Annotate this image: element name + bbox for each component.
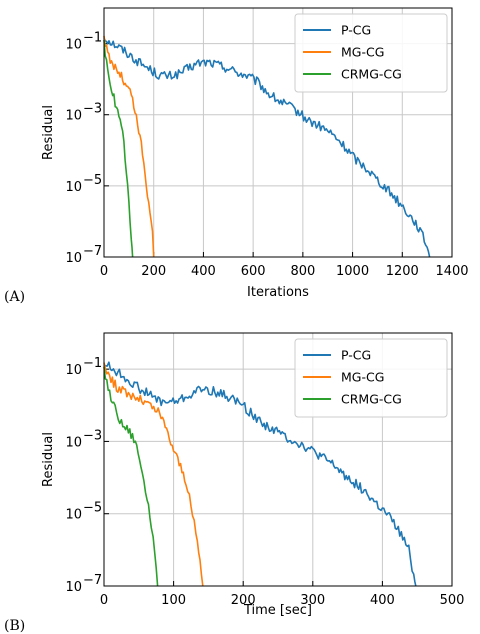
x-axis-label: Time [sec] [243, 603, 312, 618]
y-tick-label: 10 [65, 508, 82, 523]
x-tick-label: 800 [290, 264, 315, 279]
y-tick-label: 10 [65, 580, 82, 595]
x-tick-label: 400 [191, 264, 216, 279]
x-tick-label: 0 [100, 593, 108, 608]
series-line-mg-cg [103, 35, 155, 258]
x-tick-label: 300 [300, 593, 325, 608]
legend-entry: MG-CG [341, 45, 384, 60]
y-tick-label: 10 [65, 180, 82, 195]
plot-frame [103, 7, 453, 258]
series-line-p-cg [103, 361, 417, 587]
panel-label: (A) [4, 289, 25, 305]
legend-entry: P-CG [341, 348, 371, 363]
legend-box [294, 13, 448, 93]
y-tick-exponent: −7 [83, 573, 102, 588]
x-tick-label: 200 [231, 593, 256, 608]
y-tick-label: 10 [65, 38, 82, 53]
x-axis-label: Iterations [247, 285, 309, 300]
legend-entry: CRMG-CG [341, 67, 402, 82]
plot-frame [103, 332, 453, 587]
y-tick-exponent: −7 [83, 244, 102, 259]
x-tick-label: 400 [370, 593, 395, 608]
y-tick-label: 10 [65, 435, 82, 450]
x-tick-label: 100 [161, 593, 186, 608]
series-line-mg-cg [103, 362, 204, 587]
panel-label: (B) [4, 618, 25, 634]
x-tick-label: 1000 [336, 264, 369, 279]
legend-entry: MG-CG [341, 370, 384, 385]
series-line-p-cg [103, 37, 431, 258]
y-tick-exponent: −3 [83, 102, 102, 117]
x-tick-label: 1400 [435, 264, 468, 279]
x-tick-label: 500 [440, 593, 465, 608]
legend-entry: CRMG-CG [341, 392, 402, 407]
y-axis-label: Residual [41, 432, 56, 487]
y-axis-label: Residual [41, 105, 56, 160]
series-line-crmg-cg [103, 39, 134, 258]
y-tick-exponent: −3 [83, 428, 102, 443]
y-tick-label: 10 [65, 109, 82, 124]
x-tick-label: 600 [241, 264, 266, 279]
legend-box [294, 338, 448, 418]
y-tick-label: 10 [65, 251, 82, 266]
y-tick-exponent: −1 [83, 356, 102, 371]
y-tick-exponent: −5 [83, 501, 102, 516]
y-tick-exponent: −1 [83, 31, 102, 46]
legend-entry: P-CG [341, 23, 371, 38]
x-tick-label: 1200 [386, 264, 419, 279]
y-tick-label: 10 [65, 363, 82, 378]
y-tick-exponent: −5 [83, 173, 102, 188]
x-tick-label: 0 [100, 264, 108, 279]
series-line-crmg-cg [103, 366, 159, 587]
x-tick-label: 200 [141, 264, 166, 279]
